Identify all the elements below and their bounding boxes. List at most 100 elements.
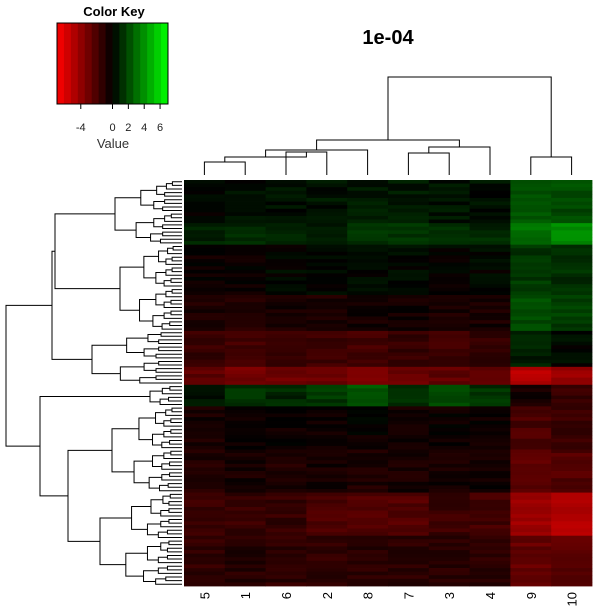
heatmap-cell bbox=[388, 521, 430, 526]
heatmap-cell bbox=[469, 578, 511, 583]
heatmap-cell bbox=[306, 180, 348, 184]
heatmap-cell bbox=[224, 180, 266, 184]
heatmap-cell bbox=[347, 535, 389, 540]
heatmap-cell bbox=[428, 201, 470, 206]
heatmap-cell bbox=[428, 294, 470, 299]
heatmap-cell bbox=[469, 503, 511, 508]
color-key-step bbox=[77, 23, 86, 104]
heatmap-cell bbox=[469, 370, 511, 375]
heatmap-cell bbox=[510, 219, 552, 224]
heatmap-cell bbox=[224, 237, 266, 242]
heatmap-cell bbox=[184, 535, 226, 540]
heatmap-cell bbox=[347, 330, 389, 335]
heatmap-cell bbox=[184, 205, 226, 210]
heatmap-cell bbox=[388, 399, 430, 404]
heatmap-cell bbox=[347, 309, 389, 314]
heatmap-cell bbox=[551, 248, 593, 253]
heatmap-cell bbox=[224, 517, 266, 522]
heatmap-cell bbox=[347, 345, 389, 350]
heatmap-cell bbox=[347, 478, 389, 483]
heatmap-cell bbox=[388, 183, 430, 188]
heatmap-cell bbox=[428, 327, 470, 332]
heatmap-cell bbox=[265, 517, 307, 522]
heatmap-cell bbox=[265, 327, 307, 332]
heatmap-cell bbox=[347, 449, 389, 454]
heatmap-cell bbox=[347, 356, 389, 361]
heatmap-cell bbox=[428, 539, 470, 544]
dendrogram-link bbox=[170, 299, 182, 305]
heatmap-cell bbox=[184, 377, 226, 382]
heatmap-cell bbox=[428, 449, 470, 454]
heatmap-cell bbox=[265, 298, 307, 303]
heatmap-cell bbox=[306, 356, 348, 361]
heatmap-cell bbox=[306, 535, 348, 540]
heatmap-cell bbox=[428, 323, 470, 328]
heatmap-cell bbox=[388, 377, 430, 382]
heatmap-cell bbox=[551, 370, 593, 375]
heatmap-cell bbox=[510, 503, 552, 508]
heatmap-cell bbox=[265, 363, 307, 368]
heatmap-cell bbox=[224, 233, 266, 238]
heatmap-cell bbox=[347, 427, 389, 432]
heatmap-cell bbox=[551, 284, 593, 289]
color-key-tick-label: 6 bbox=[157, 122, 163, 134]
heatmap-cell bbox=[347, 438, 389, 443]
heatmap-cell bbox=[306, 438, 348, 443]
dendrogram-link bbox=[153, 201, 165, 210]
heatmap-cell bbox=[388, 499, 430, 504]
dendrogram-link bbox=[67, 449, 112, 542]
heatmap-cell bbox=[347, 532, 389, 537]
heatmap-cell bbox=[347, 223, 389, 228]
heatmap-cell bbox=[224, 338, 266, 343]
heatmap-cell bbox=[184, 542, 226, 547]
heatmap-cell bbox=[388, 535, 430, 540]
heatmap-cell bbox=[184, 212, 226, 217]
heatmap-cell bbox=[469, 463, 511, 468]
heatmap-cell bbox=[510, 474, 552, 479]
heatmap-cell bbox=[428, 506, 470, 511]
heatmap-cell bbox=[551, 417, 593, 422]
heatmap-cell bbox=[184, 374, 226, 379]
heatmap-cell bbox=[551, 406, 593, 411]
dendrogram-link bbox=[165, 290, 182, 298]
heatmap-cell bbox=[388, 284, 430, 289]
heatmap-cell bbox=[265, 553, 307, 558]
heatmap-cell bbox=[388, 219, 430, 224]
heatmap-cell bbox=[184, 248, 226, 253]
heatmap-cell bbox=[265, 399, 307, 404]
heatmap-cell bbox=[469, 496, 511, 501]
heatmap-cell bbox=[224, 273, 266, 278]
heatmap-cell bbox=[428, 488, 470, 493]
heatmap-cell bbox=[224, 532, 266, 537]
heatmap-cell bbox=[184, 399, 226, 404]
dendrogram-link bbox=[139, 377, 182, 384]
heatmap-cell bbox=[428, 262, 470, 267]
heatmap-cell bbox=[469, 230, 511, 235]
heatmap-cell bbox=[347, 445, 389, 450]
heatmap-cell bbox=[184, 521, 226, 526]
heatmap-cell bbox=[306, 492, 348, 497]
heatmap-cell bbox=[306, 453, 348, 458]
heatmap-cell bbox=[224, 197, 266, 202]
heatmap-cell bbox=[347, 363, 389, 368]
heatmap-cell bbox=[388, 496, 430, 501]
dendrogram-link bbox=[138, 417, 156, 441]
heatmap-cell bbox=[428, 435, 470, 440]
heatmap-cell bbox=[388, 356, 430, 361]
heatmap-cell bbox=[184, 471, 226, 476]
dendrogram-link bbox=[119, 266, 144, 311]
dendrogram-link bbox=[158, 339, 182, 344]
heatmap-cell bbox=[224, 277, 266, 282]
heatmap-cell bbox=[224, 496, 266, 501]
heatmap-cell bbox=[551, 212, 593, 217]
heatmap-cell bbox=[551, 352, 593, 357]
heatmap-cell bbox=[306, 294, 348, 299]
heatmap-cell bbox=[428, 363, 470, 368]
heatmap-cell bbox=[469, 294, 511, 299]
color-key-step bbox=[63, 23, 72, 104]
heatmap-cell bbox=[347, 305, 389, 310]
heatmap-cell bbox=[184, 481, 226, 486]
heatmap-cell bbox=[265, 284, 307, 289]
heatmap-cell bbox=[265, 474, 307, 479]
heatmap-cell bbox=[347, 251, 389, 256]
